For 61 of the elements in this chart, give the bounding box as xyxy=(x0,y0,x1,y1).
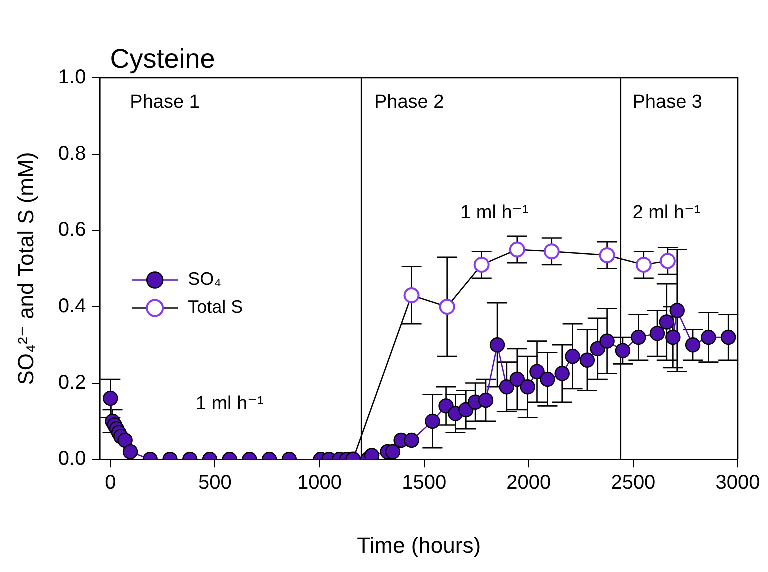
point xyxy=(685,338,701,353)
point xyxy=(544,244,560,260)
annotation: 1 ml h⁻¹ xyxy=(196,394,264,414)
point xyxy=(458,402,474,418)
point xyxy=(670,303,685,318)
point xyxy=(599,247,616,264)
point xyxy=(509,242,526,258)
point xyxy=(590,341,606,357)
x-tick-label: 3000 xyxy=(716,472,760,494)
point xyxy=(631,330,646,346)
x-tick-label: 0 xyxy=(105,472,116,494)
x-axis-title: Time (hours) xyxy=(357,532,482,558)
y-tick-label: 0.4 xyxy=(58,295,86,318)
point xyxy=(510,372,525,388)
point xyxy=(385,444,401,460)
point xyxy=(122,444,138,460)
point xyxy=(474,256,490,273)
point xyxy=(554,366,570,382)
x-tick-label: 1000 xyxy=(298,472,342,494)
point xyxy=(404,288,420,304)
annotation: 2 ml h⁻¹ xyxy=(632,202,701,224)
point xyxy=(439,298,456,315)
x-tick-label: 2500 xyxy=(611,472,656,494)
legend-label: SO₄ xyxy=(188,269,222,290)
point xyxy=(600,334,615,349)
point xyxy=(650,326,666,342)
point xyxy=(478,392,494,408)
x-tick-label: 1500 xyxy=(402,472,447,494)
annotation: Phase 3 xyxy=(632,92,702,114)
point xyxy=(520,379,536,395)
point xyxy=(530,364,545,380)
annotation: 1 ml h⁻¹ xyxy=(460,202,529,224)
y-tick-label: 0.6 xyxy=(58,219,86,242)
point xyxy=(580,352,596,368)
x-tick-label: 500 xyxy=(198,472,232,494)
point xyxy=(404,432,420,448)
y-tick-label: 0.2 xyxy=(58,372,86,394)
y-tick-label: 0.0 xyxy=(58,448,86,470)
chart-title: Cysteine xyxy=(110,44,216,74)
point xyxy=(118,432,133,448)
y-axis-title: SO₄²⁻ and Total S (mM) xyxy=(13,152,38,386)
y-tick-label: 1.0 xyxy=(58,66,86,89)
point xyxy=(425,414,440,430)
point xyxy=(499,379,515,395)
x-tick-label: 2000 xyxy=(506,472,552,494)
y-tick-label: 0.8 xyxy=(58,142,86,165)
point xyxy=(103,390,118,406)
annotation: Phase 2 xyxy=(374,92,444,114)
point xyxy=(660,253,676,270)
point xyxy=(701,330,716,346)
point xyxy=(615,343,631,358)
point xyxy=(540,372,556,388)
point xyxy=(636,256,652,273)
point xyxy=(666,330,681,346)
point xyxy=(565,348,580,364)
point xyxy=(659,314,674,330)
point xyxy=(720,330,736,346)
annotation: Phase 1 xyxy=(130,92,200,114)
point xyxy=(490,338,506,353)
point xyxy=(438,398,454,414)
legend-label: Total S xyxy=(188,297,244,318)
